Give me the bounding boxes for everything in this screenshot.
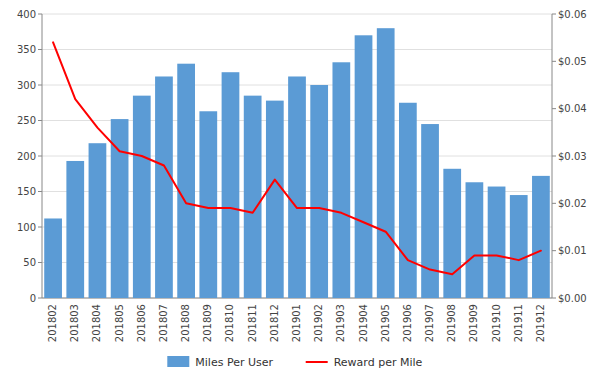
y2-tick (552, 61, 556, 62)
x-tick-label: 201806 (136, 304, 147, 342)
y2-tick-label: $0.03 (558, 151, 587, 162)
y-tick-label: 200 (17, 151, 36, 162)
x-tick-label: 201907 (424, 304, 435, 342)
y-tick-label: 50 (23, 257, 36, 268)
x-tick-label: 201910 (491, 304, 502, 342)
bar (244, 96, 262, 298)
x-tick-label: 201901 (291, 304, 302, 342)
y2-tick-label: $0.06 (558, 9, 587, 20)
bar (44, 218, 62, 298)
y-tick-label: 100 (17, 222, 36, 233)
bar (532, 176, 550, 298)
y-tick (38, 49, 42, 50)
y-tick-label: 350 (17, 44, 36, 55)
x-tick-label: 201810 (224, 304, 235, 342)
x-tick-label: 201804 (91, 304, 102, 342)
y-tick (38, 227, 42, 228)
legend-swatch (167, 356, 189, 367)
y-tick-label: 0 (30, 293, 36, 304)
legend: Miles Per User Reward per Mile (167, 356, 422, 369)
plot-area (44, 28, 550, 298)
x-tick-label: 201811 (247, 304, 258, 342)
y-tick (38, 85, 42, 86)
y-tick (38, 156, 42, 157)
x-tick-label: 201904 (358, 304, 369, 342)
y-tick (38, 262, 42, 263)
bar (466, 182, 484, 298)
chart: 0 50 100 150 200 250 300 350 400 $0.00 $0.01 $0.02 $… (0, 0, 600, 374)
y2-tick-label: $0.02 (558, 198, 587, 209)
bar (89, 143, 107, 298)
x-tick-label: 201803 (69, 304, 80, 342)
y2-tick (552, 203, 556, 204)
x-tick-label: 201808 (180, 304, 191, 342)
axes: 0 50 100 150 200 250 300 350 400 $0.00 $0.01 $0.02 $… (17, 9, 587, 343)
y-tick-label: 250 (17, 115, 36, 126)
x-tick-label: 201905 (380, 304, 391, 342)
x-tick-label: 201903 (335, 304, 346, 342)
y-tick (38, 14, 42, 15)
bar (399, 103, 417, 298)
y-tick (38, 120, 42, 121)
y-tick (38, 191, 42, 192)
y2-tick (552, 14, 556, 15)
y2-tick-label: $0.04 (558, 103, 587, 114)
y2-tick (552, 298, 556, 299)
x-tick-label: 201906 (402, 304, 413, 342)
line (53, 42, 541, 274)
x-tick-label: 201909 (468, 304, 479, 342)
y2-tick-label: $0.01 (558, 245, 587, 256)
x-tick-label: 201912 (535, 304, 546, 342)
y2-tick (552, 108, 556, 109)
bar (222, 72, 240, 298)
bar (488, 187, 506, 298)
bar (377, 28, 395, 298)
x-tick-label: 201807 (158, 304, 169, 342)
y2-axis-line (552, 14, 553, 298)
bar (66, 161, 84, 298)
y2-tick-label: $0.00 (558, 293, 587, 304)
x-tick-label: 201809 (202, 304, 213, 342)
bar (199, 111, 217, 298)
legend-label: Reward per Mile (334, 356, 423, 369)
y2-tick (552, 156, 556, 157)
y-tick-label: 150 (17, 186, 36, 197)
bar (288, 76, 306, 298)
grid-line (42, 14, 552, 15)
bar (266, 101, 284, 298)
bar (310, 85, 328, 298)
bar (155, 76, 173, 298)
y-tick-label: 300 (17, 80, 36, 91)
y-tick (38, 298, 42, 299)
x-tick-label: 201805 (114, 304, 125, 342)
grid (42, 14, 552, 298)
grid-line (42, 49, 552, 50)
y-axis-line (42, 14, 43, 298)
bar (332, 62, 350, 298)
bar (177, 64, 195, 298)
legend-swatch (306, 361, 328, 363)
bar (133, 96, 151, 298)
x-tick-label: 201908 (446, 304, 457, 342)
bar (355, 35, 373, 298)
x-tick-label: 201911 (513, 304, 524, 342)
y2-tick-label: $0.05 (558, 56, 587, 67)
x-tick-label: 201802 (47, 304, 58, 342)
legend-label: Miles Per User (195, 356, 273, 369)
y2-tick (552, 250, 556, 251)
x-tick-label: 201812 (269, 304, 280, 342)
y-tick-label: 400 (17, 9, 36, 20)
x-tick-label: 201902 (313, 304, 324, 342)
bar (510, 195, 528, 298)
bar (443, 169, 461, 298)
